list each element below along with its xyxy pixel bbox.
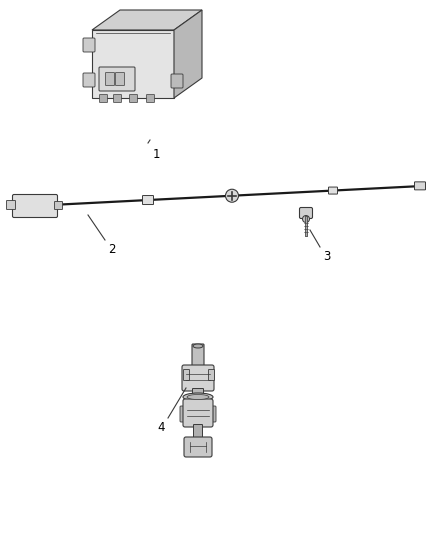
FancyBboxPatch shape: [113, 94, 121, 102]
FancyBboxPatch shape: [180, 406, 188, 422]
FancyBboxPatch shape: [183, 399, 213, 427]
Ellipse shape: [193, 344, 203, 348]
FancyBboxPatch shape: [146, 94, 155, 102]
Text: 4: 4: [158, 421, 165, 434]
FancyBboxPatch shape: [13, 195, 57, 217]
Polygon shape: [92, 10, 202, 30]
Ellipse shape: [187, 394, 209, 400]
Text: 3: 3: [323, 250, 330, 263]
FancyBboxPatch shape: [83, 38, 95, 52]
FancyBboxPatch shape: [300, 207, 312, 219]
Circle shape: [303, 215, 310, 222]
Polygon shape: [174, 10, 202, 98]
FancyBboxPatch shape: [99, 94, 107, 102]
Ellipse shape: [183, 393, 213, 401]
FancyBboxPatch shape: [192, 389, 204, 398]
FancyBboxPatch shape: [142, 196, 153, 205]
Text: 1: 1: [153, 148, 160, 161]
FancyBboxPatch shape: [171, 74, 183, 88]
FancyBboxPatch shape: [194, 424, 202, 440]
FancyBboxPatch shape: [328, 187, 338, 194]
Polygon shape: [92, 30, 174, 98]
FancyBboxPatch shape: [208, 369, 215, 381]
FancyBboxPatch shape: [83, 73, 95, 87]
FancyBboxPatch shape: [116, 72, 124, 85]
Circle shape: [226, 189, 239, 202]
FancyBboxPatch shape: [184, 369, 190, 381]
FancyBboxPatch shape: [192, 344, 204, 368]
FancyBboxPatch shape: [7, 200, 15, 209]
Text: 2: 2: [108, 243, 116, 256]
FancyBboxPatch shape: [182, 365, 214, 391]
FancyBboxPatch shape: [184, 437, 212, 457]
FancyBboxPatch shape: [208, 406, 216, 422]
FancyBboxPatch shape: [130, 94, 138, 102]
FancyBboxPatch shape: [54, 201, 63, 209]
FancyBboxPatch shape: [414, 182, 425, 190]
FancyBboxPatch shape: [106, 72, 114, 85]
FancyBboxPatch shape: [99, 67, 135, 91]
